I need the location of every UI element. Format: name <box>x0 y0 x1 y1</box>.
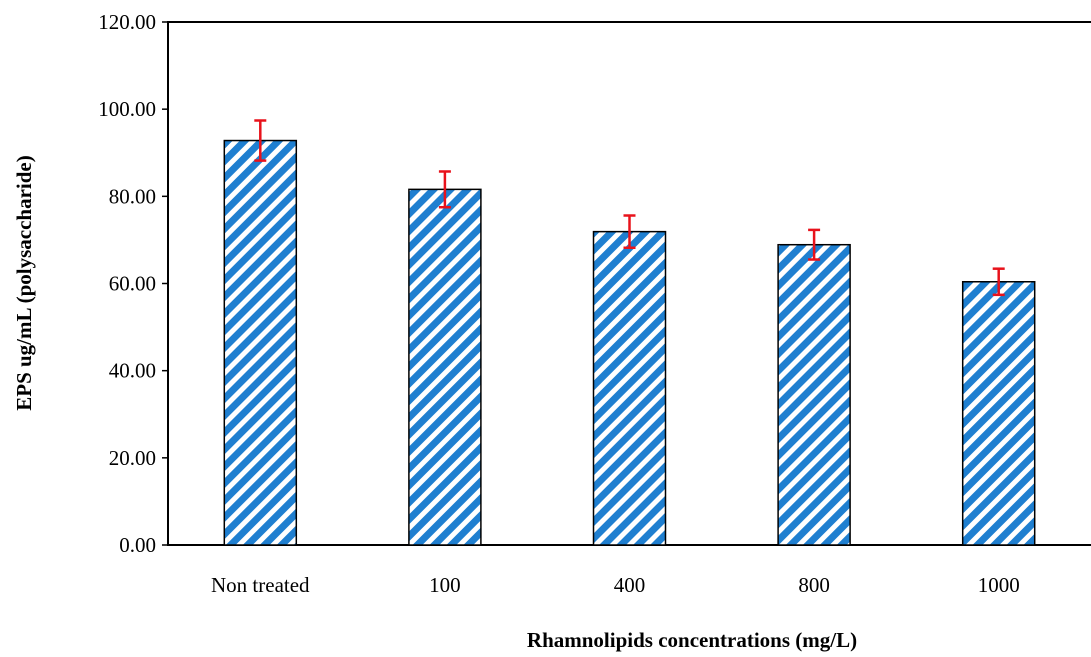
y-tick-label: 20.00 <box>109 446 156 470</box>
y-tick-label: 80.00 <box>109 184 156 208</box>
x-tick-label: 400 <box>614 573 646 597</box>
y-tick-label: 120.00 <box>98 10 156 34</box>
error-bar <box>623 214 636 250</box>
bar-non-treated <box>223 139 298 546</box>
bars-group <box>223 139 1036 546</box>
error-bars-group <box>254 119 1005 297</box>
y-axis-ticks: 0.00 20.00 40.00 60.00 80.00 100.00 120.00 <box>98 10 168 557</box>
bar-100 <box>408 188 482 546</box>
y-tick-label: 0.00 <box>119 533 156 557</box>
x-tick-label: 100 <box>429 573 461 597</box>
x-tick-label: 1000 <box>978 573 1020 597</box>
error-bar <box>992 267 1005 297</box>
error-bar <box>438 170 451 209</box>
y-tick-label: 60.00 <box>109 272 156 296</box>
error-bar <box>808 228 821 261</box>
x-axis-ticks: Non treated 100 400 800 1000 <box>211 573 1020 597</box>
x-tick-label: Non treated <box>211 573 310 597</box>
bar-800 <box>777 243 851 546</box>
y-tick-label: 40.00 <box>109 359 156 383</box>
x-axis-title: Rhamnolipids concentrations (mg/L) <box>527 628 857 652</box>
bar-1000 <box>961 281 1036 546</box>
y-axis-title: EPS ug/mL (polysaccharide) <box>12 155 36 411</box>
y-tick-label: 100.00 <box>98 97 156 121</box>
bar-400 <box>592 230 667 546</box>
error-bar <box>254 119 267 162</box>
x-tick-label: 800 <box>798 573 830 597</box>
